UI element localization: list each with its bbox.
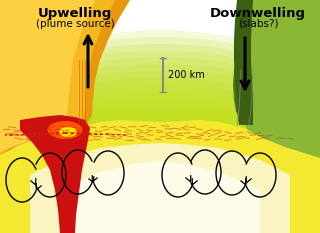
Ellipse shape: [0, 78, 320, 216]
Polygon shape: [20, 115, 90, 233]
Polygon shape: [0, 0, 95, 152]
Polygon shape: [234, 0, 253, 125]
Ellipse shape: [0, 214, 320, 233]
Text: (plume source): (plume source): [36, 19, 114, 29]
Ellipse shape: [0, 201, 320, 233]
Ellipse shape: [0, 30, 320, 210]
Polygon shape: [0, 0, 130, 155]
Ellipse shape: [0, 112, 320, 221]
Ellipse shape: [0, 37, 320, 211]
Polygon shape: [30, 143, 290, 233]
Ellipse shape: [0, 208, 320, 233]
Ellipse shape: [0, 187, 320, 232]
Ellipse shape: [0, 126, 320, 223]
Ellipse shape: [0, 146, 320, 226]
Ellipse shape: [0, 71, 320, 216]
Ellipse shape: [0, 228, 320, 233]
Ellipse shape: [0, 139, 320, 225]
Ellipse shape: [0, 92, 320, 219]
Polygon shape: [200, 0, 320, 155]
Ellipse shape: [0, 98, 320, 219]
Text: (slabs?): (slabs?): [238, 19, 278, 29]
Ellipse shape: [0, 160, 320, 228]
Ellipse shape: [0, 119, 320, 223]
Polygon shape: [0, 120, 320, 233]
Polygon shape: [60, 161, 260, 233]
Polygon shape: [215, 0, 320, 158]
Text: Downwelling: Downwelling: [210, 7, 306, 20]
Ellipse shape: [0, 51, 320, 213]
Ellipse shape: [0, 194, 320, 233]
Ellipse shape: [0, 153, 320, 227]
Ellipse shape: [0, 180, 320, 231]
Ellipse shape: [0, 167, 320, 229]
Ellipse shape: [0, 44, 320, 212]
Ellipse shape: [0, 105, 320, 220]
Ellipse shape: [0, 221, 320, 233]
Ellipse shape: [0, 58, 320, 214]
Ellipse shape: [47, 121, 83, 139]
Ellipse shape: [0, 173, 320, 230]
Ellipse shape: [0, 64, 320, 215]
Ellipse shape: [0, 133, 320, 224]
Ellipse shape: [59, 127, 77, 137]
Polygon shape: [0, 0, 115, 155]
Text: Upwelling: Upwelling: [38, 7, 112, 20]
Text: 200 km: 200 km: [168, 70, 205, 80]
Polygon shape: [185, 0, 320, 155]
Ellipse shape: [0, 85, 320, 218]
